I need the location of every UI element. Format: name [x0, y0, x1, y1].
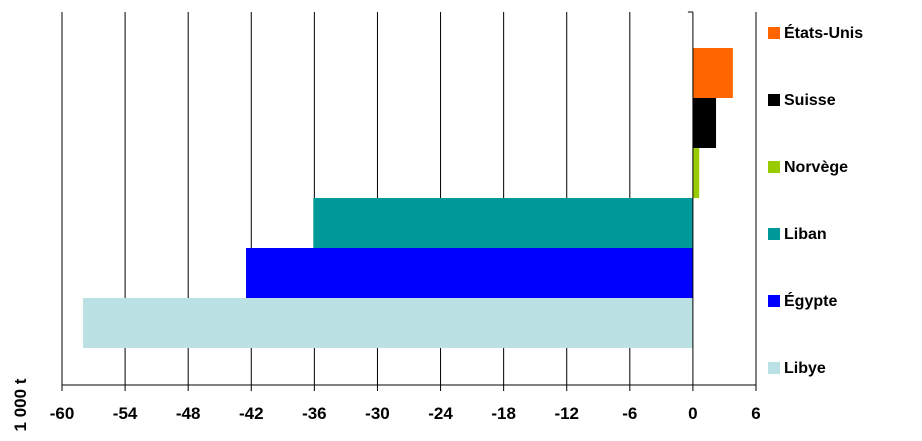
bar-3 [692, 148, 700, 198]
bars [83, 48, 733, 348]
legend-swatch [768, 228, 780, 240]
x-tick-label: -54 [113, 404, 138, 423]
legend-swatch [768, 27, 780, 39]
legend-label: Norvège [784, 159, 848, 176]
y-axis-label: 1 000 t [11, 378, 30, 431]
legend-label: Suisse [784, 92, 836, 109]
legend-swatch [768, 94, 780, 106]
x-tick-label: -42 [239, 404, 264, 423]
legend-swatch [768, 295, 780, 307]
bar-6 [83, 298, 693, 348]
x-tick-label: -36 [302, 404, 327, 423]
x-tick-label: -30 [365, 404, 390, 423]
x-tick-label: -24 [428, 404, 453, 423]
x-tick-label: 6 [751, 404, 760, 423]
bar-2 [692, 98, 717, 148]
legend-label: Libye [784, 360, 826, 377]
x-tick-label: -48 [176, 404, 201, 423]
legend-label: Liban [784, 226, 827, 243]
legend-swatch [768, 161, 780, 173]
x-tick-label: -12 [554, 404, 579, 423]
x-tick-label: -60 [50, 404, 75, 423]
x-tick-label: 0 [688, 404, 697, 423]
legend-label: Égypte [784, 291, 837, 310]
legend-label: États-Unis [784, 23, 863, 42]
x-tick-label: -6 [622, 404, 637, 423]
x-tick-label: -18 [491, 404, 516, 423]
bar-4 [313, 198, 693, 248]
bar-1 [692, 48, 733, 98]
legend: États-Unis Suisse Norvège Liban Égypte Libye [768, 23, 863, 377]
legend-swatch [768, 362, 780, 374]
bar-5 [246, 248, 693, 298]
x-axis: -60 -54 -48 -42 -36 -30 -24 -18 -12 -6 0 6 [50, 11, 761, 423]
